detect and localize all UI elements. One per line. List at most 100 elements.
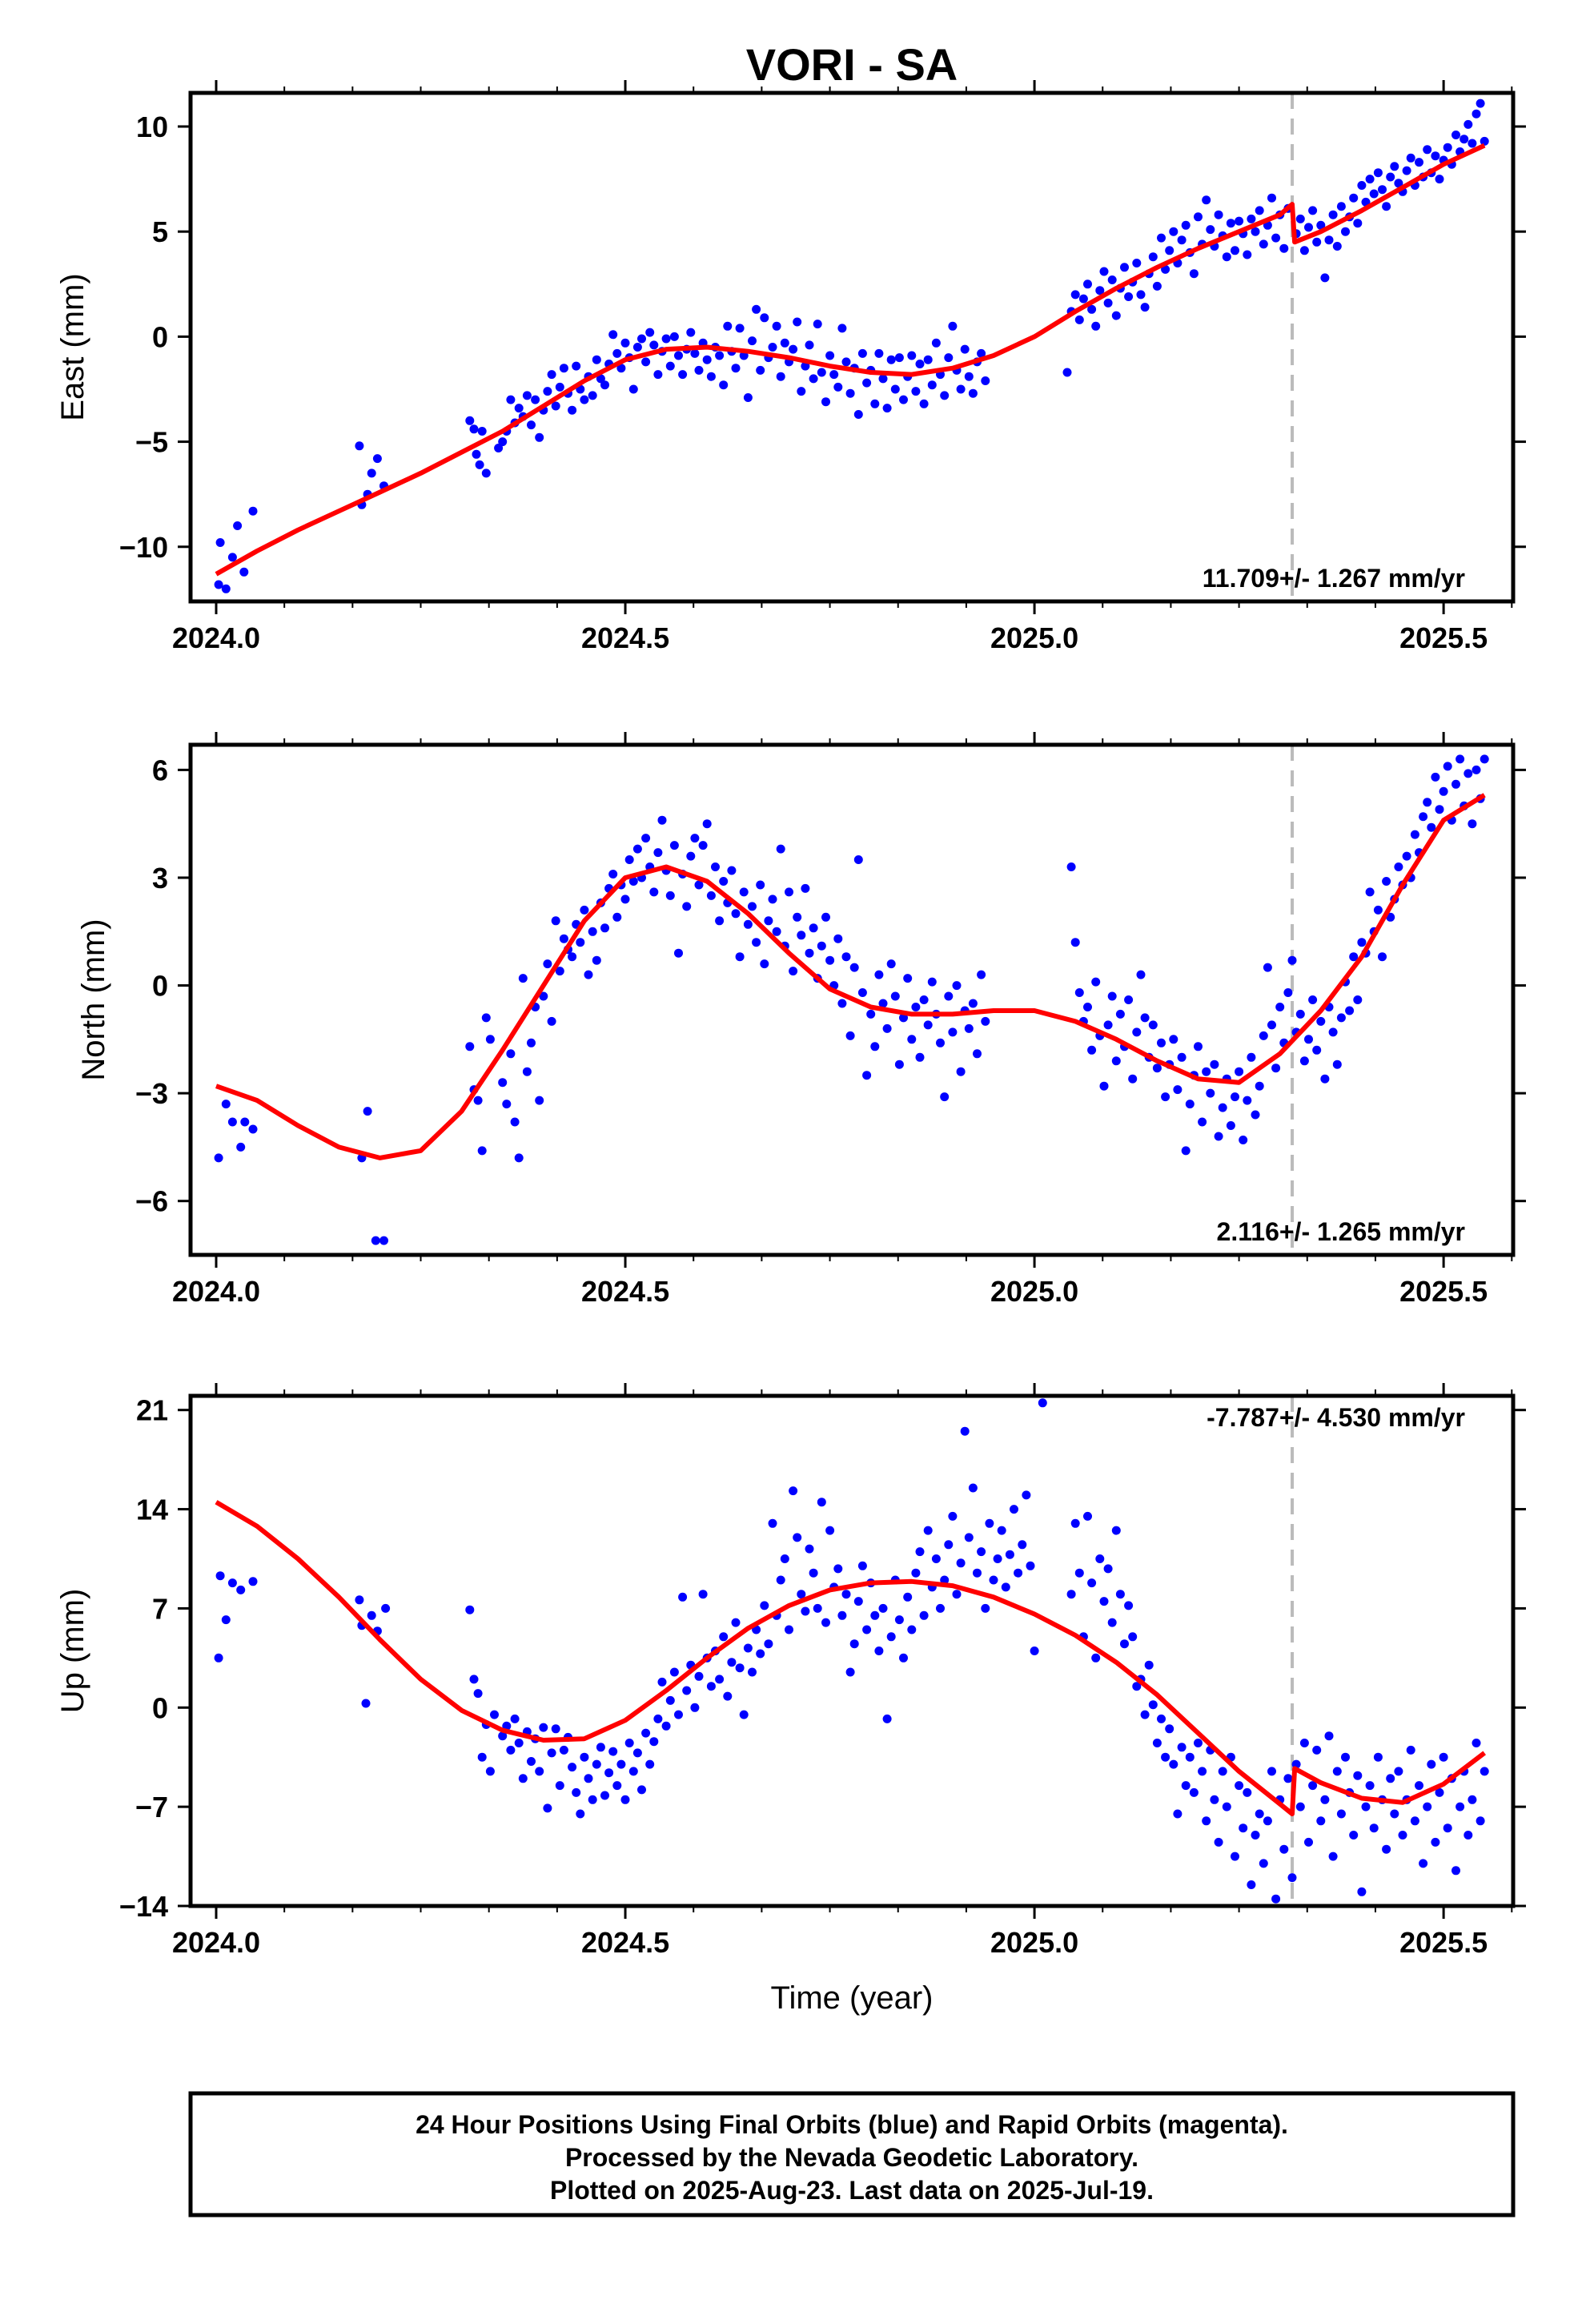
north-data-point — [973, 1049, 982, 1059]
up-data-point — [649, 1737, 659, 1747]
north-data-point — [853, 855, 863, 864]
north-data-point — [1152, 1063, 1162, 1073]
east-data-point — [494, 444, 504, 452]
up-data-point — [837, 1610, 847, 1620]
up-data-point — [698, 1590, 708, 1599]
east-panel: 2024.0 2024.5 2025.0 2025.5 10 5 0 −5 −10 East (m… — [55, 80, 1526, 654]
up-data-point — [490, 1710, 499, 1719]
east-data-point — [1369, 189, 1379, 199]
north-data-point — [1480, 754, 1489, 764]
up-data-point — [678, 1592, 688, 1602]
east-data-point — [1099, 267, 1109, 276]
east-data-point — [927, 380, 937, 390]
north-data-point — [1357, 938, 1367, 947]
north-data-point — [669, 841, 679, 850]
east-data-point — [940, 391, 950, 400]
east-data-point — [686, 328, 696, 337]
north-data-point — [923, 1020, 933, 1030]
up-y-tick-label: 0 — [152, 1691, 168, 1724]
east-data-point — [616, 364, 626, 373]
east-data-point — [580, 395, 589, 404]
east-data-point — [608, 330, 618, 340]
north-data-point — [1132, 1027, 1142, 1037]
up-data-point — [547, 1748, 556, 1758]
north-data-point — [1099, 1081, 1109, 1091]
up-data-point — [793, 1533, 802, 1542]
east-data-point — [1226, 219, 1235, 228]
north-data-point — [543, 959, 552, 969]
east-data-point — [1091, 321, 1101, 331]
north-data-point — [944, 991, 954, 1001]
up-data-point — [604, 1768, 614, 1778]
up-data-point — [985, 1518, 994, 1528]
north-data-point — [772, 927, 781, 936]
east-data-point — [723, 321, 733, 331]
up-data-point — [1332, 1767, 1342, 1776]
east-data-point — [472, 449, 481, 459]
east-data-point — [678, 370, 688, 380]
north-data-point — [608, 870, 618, 879]
up-frame — [188, 1393, 1516, 1908]
east-data-point — [1480, 136, 1489, 146]
east-data-point — [367, 468, 376, 478]
up-data-point — [1382, 1844, 1391, 1854]
up-data-point — [886, 1632, 896, 1642]
east-data-point — [1373, 168, 1383, 178]
east-data-point — [372, 454, 382, 464]
north-data-point — [882, 1023, 892, 1033]
north-data-point — [518, 974, 528, 983]
east-data-point — [1452, 131, 1460, 139]
east-data-point — [214, 580, 223, 589]
up-data-point — [797, 1590, 806, 1599]
up-data-point — [1456, 1802, 1465, 1811]
east-data-point — [1181, 220, 1191, 230]
north-data-point — [1091, 977, 1101, 987]
up-data-point — [1373, 1752, 1383, 1762]
east-data-point — [862, 378, 872, 388]
up-data-point — [1259, 1859, 1268, 1868]
east-data-point — [355, 441, 364, 451]
north-data-point — [1226, 1121, 1235, 1130]
east-data-point — [1365, 175, 1375, 184]
east-data-point — [1357, 181, 1367, 190]
east-data-point — [1251, 227, 1260, 236]
north-data-point — [1218, 1103, 1227, 1112]
east-data-point — [789, 344, 798, 354]
north-data-point — [506, 1049, 516, 1059]
north-x-tick-label: 2025.5 — [1399, 1275, 1488, 1308]
east-x-tick-label: 2024.5 — [581, 621, 669, 654]
east-data-point — [1472, 109, 1481, 119]
east-data-point — [797, 387, 806, 396]
up-data-point — [1070, 1518, 1080, 1528]
north-data-point — [686, 851, 696, 861]
north-data-point — [1271, 1063, 1281, 1073]
up-data-point — [874, 1647, 884, 1655]
east-data-point — [233, 521, 243, 530]
north-data-point — [481, 1013, 491, 1023]
east-data-point — [1435, 175, 1444, 184]
east-data-point — [829, 370, 839, 380]
up-data-point — [1189, 1787, 1199, 1797]
east-points — [214, 99, 1489, 593]
up-data-point — [580, 1752, 589, 1762]
east-data-point — [841, 357, 851, 367]
north-data-point — [919, 995, 929, 1004]
up-data-point — [1095, 1554, 1105, 1563]
north-data-point — [1181, 1146, 1191, 1156]
north-data-point — [1140, 1013, 1150, 1023]
up-data-point — [1316, 1816, 1326, 1826]
up-data-point — [1083, 1511, 1092, 1521]
up-data-point — [805, 1544, 814, 1554]
up-data-point — [973, 1568, 982, 1578]
east-data-point — [506, 395, 516, 404]
north-data-point — [555, 967, 564, 976]
east-data-point — [215, 538, 225, 547]
east-data-point — [923, 355, 933, 364]
up-data-point — [760, 1601, 769, 1610]
north-data-point — [797, 931, 806, 940]
north-data-point — [1231, 1092, 1239, 1102]
up-data-point — [748, 1667, 757, 1677]
north-data-point — [1468, 819, 1477, 829]
up-data-point — [555, 1781, 564, 1791]
east-data-point — [1423, 145, 1432, 155]
